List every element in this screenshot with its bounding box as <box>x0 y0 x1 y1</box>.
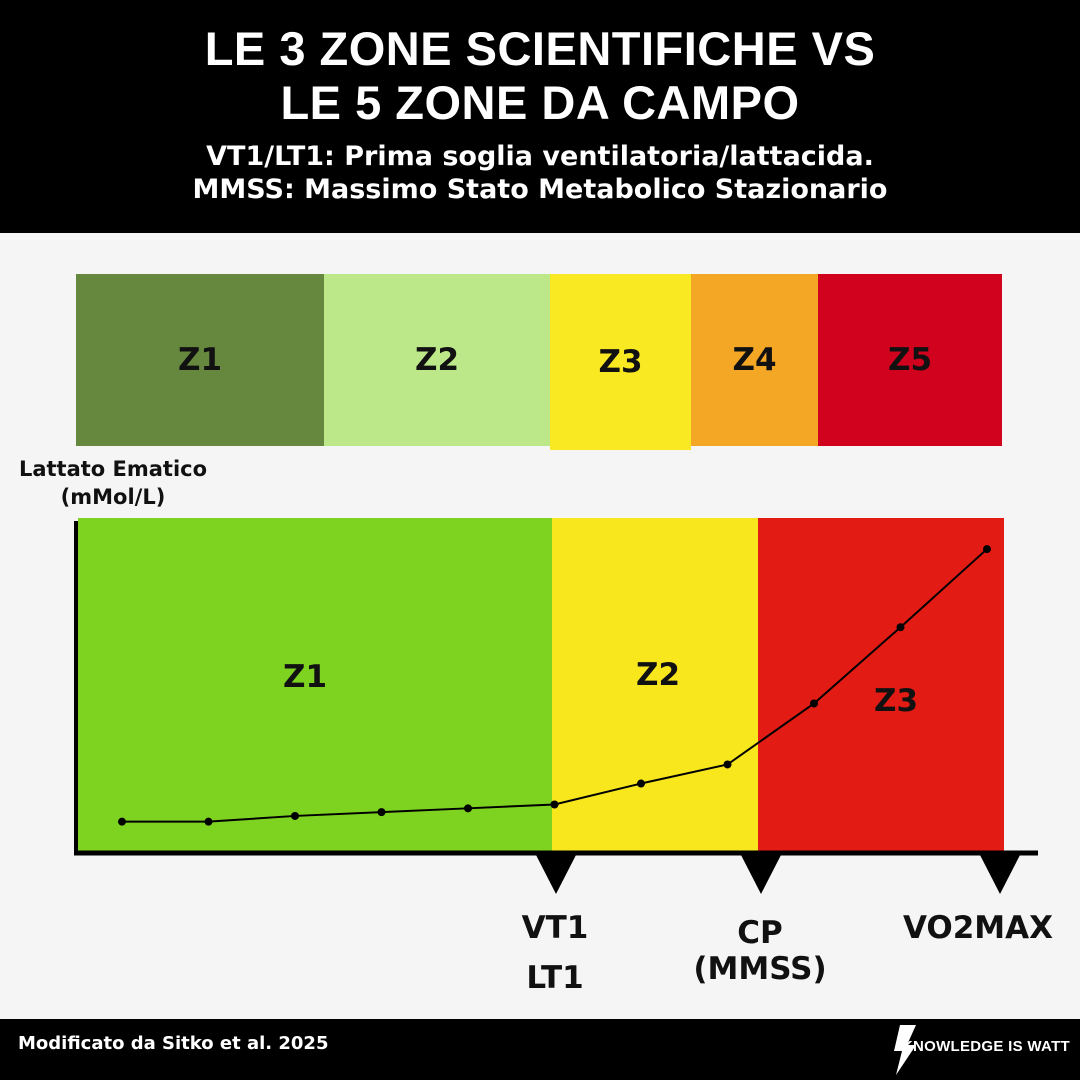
data-point-8 <box>723 760 732 769</box>
threshold-vt1-line-2: LT1 <box>526 960 584 996</box>
chart-zone-label-z1: Z1 <box>283 659 327 695</box>
data-point-5 <box>464 804 472 813</box>
subtitle-line-2: MMSS: Massimo Stato Metabolico Stazionar… <box>192 174 888 205</box>
threshold-vo2max-line-1: VO2MAX <box>902 910 1054 946</box>
field-zone-z4: Z4 <box>691 274 818 446</box>
threshold-label-vt1: VT1 LT1 <box>500 910 610 996</box>
title-line-2: LE 5 ZONE DA CAMPO <box>280 76 800 129</box>
brand-name: KNOWLEDGE IS WATT <box>901 1038 1070 1055</box>
threshold-vt1-line-1: VT1 <box>521 910 589 946</box>
threshold-label-cp: CP (MMSS) <box>680 915 840 987</box>
threshold-cp-line-2: (MMSS) <box>693 951 827 987</box>
data-point-2 <box>204 817 213 826</box>
lightning-bolt-icon <box>894 1025 916 1075</box>
data-point-1 <box>118 817 126 826</box>
field-zone-z5: Z5 <box>818 274 1002 446</box>
field-zone-z2: Z2 <box>324 274 550 446</box>
threshold-cp-line-1: CP <box>737 915 783 951</box>
lactate-chart: Z1 Z2 Z3 <box>74 518 1038 894</box>
field-zone-z1: Z1 <box>76 274 324 446</box>
data-point-11 <box>983 545 991 554</box>
chart-zone-label-z3: Z3 <box>874 683 918 719</box>
data-point-6 <box>550 800 559 809</box>
title-line-1: LE 3 ZONE SCIENTIFICHE VS <box>204 22 876 75</box>
y-axis-label-line-2: (mMol/L) <box>60 485 166 509</box>
data-point-9 <box>810 699 818 708</box>
chart-zone-z1 <box>78 518 552 853</box>
subtitle-line-1: VT1/LT1: Prima soglia ventilatoria/latta… <box>206 141 874 172</box>
y-axis-label-line-1: Lattato Ematico <box>18 457 208 481</box>
data-point-10 <box>896 623 905 632</box>
data-point-3 <box>291 811 299 820</box>
header: LE 3 ZONE SCIENTIFICHE VS LE 5 ZONE DA C… <box>0 0 1080 233</box>
data-point-4 <box>377 808 386 817</box>
threshold-label-vo2max: VO2MAX <box>890 910 1066 946</box>
threshold-marker-cp <box>741 855 781 894</box>
y-axis-label: Lattato Ematico (mMol/L) <box>8 455 218 511</box>
footer: Modificato da Sitko et al. 2025 KNOWLEDG… <box>0 1019 1080 1080</box>
chart-zone-label-z2: Z2 <box>636 657 680 693</box>
threshold-marker-vt1 <box>536 855 576 894</box>
field-zone-z3: Z3 <box>550 274 691 450</box>
data-point-7 <box>637 779 645 788</box>
chart-zone-z3 <box>758 518 1004 853</box>
source-credit: Modificato da Sitko et al. 2025 <box>18 1033 329 1054</box>
threshold-marker-vo2max <box>980 855 1020 894</box>
